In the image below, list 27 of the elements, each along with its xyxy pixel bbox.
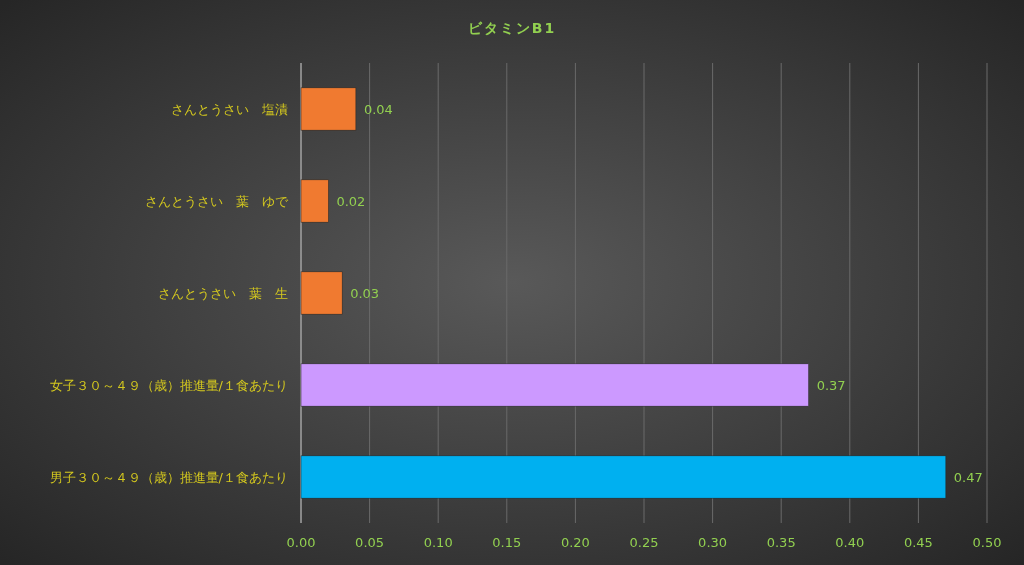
y-tick-label: 男子３０～４９（歳）推進量/１食あたり bbox=[49, 470, 288, 485]
chart-title: ビタミンB1 bbox=[467, 20, 557, 36]
y-tick-label: 女子３０～４９（歳）推進量/１食あたり bbox=[49, 378, 288, 393]
x-tick-label: 0.15 bbox=[492, 535, 522, 550]
data-label: 0.02 bbox=[336, 194, 366, 209]
bar bbox=[300, 271, 343, 315]
data-label: 0.37 bbox=[816, 378, 846, 393]
x-tick-label: 0.40 bbox=[835, 535, 865, 550]
x-tick-label: 0.00 bbox=[286, 535, 316, 550]
bar bbox=[300, 179, 329, 223]
x-tick-label: 0.45 bbox=[903, 535, 933, 550]
bar bbox=[300, 455, 947, 499]
x-tick-label: 0.50 bbox=[972, 535, 1002, 550]
y-tick-label: さんとうさい 塩漬 bbox=[171, 102, 288, 117]
x-tick-label: 0.35 bbox=[766, 535, 796, 550]
data-label: 0.03 bbox=[350, 286, 380, 301]
x-tick-label: 0.30 bbox=[698, 535, 728, 550]
bar bbox=[300, 363, 809, 407]
x-tick-label: 0.10 bbox=[423, 535, 453, 550]
data-label: 0.04 bbox=[363, 102, 393, 117]
bar bbox=[300, 87, 357, 131]
x-tick-label: 0.25 bbox=[629, 535, 659, 550]
data-label: 0.47 bbox=[953, 470, 983, 485]
y-tick-label: さんとうさい 葉 生 bbox=[158, 286, 288, 301]
x-tick-label: 0.20 bbox=[560, 535, 590, 550]
y-tick-label: さんとうさい 葉 ゆで bbox=[145, 194, 289, 209]
x-tick-label: 0.05 bbox=[355, 535, 385, 550]
